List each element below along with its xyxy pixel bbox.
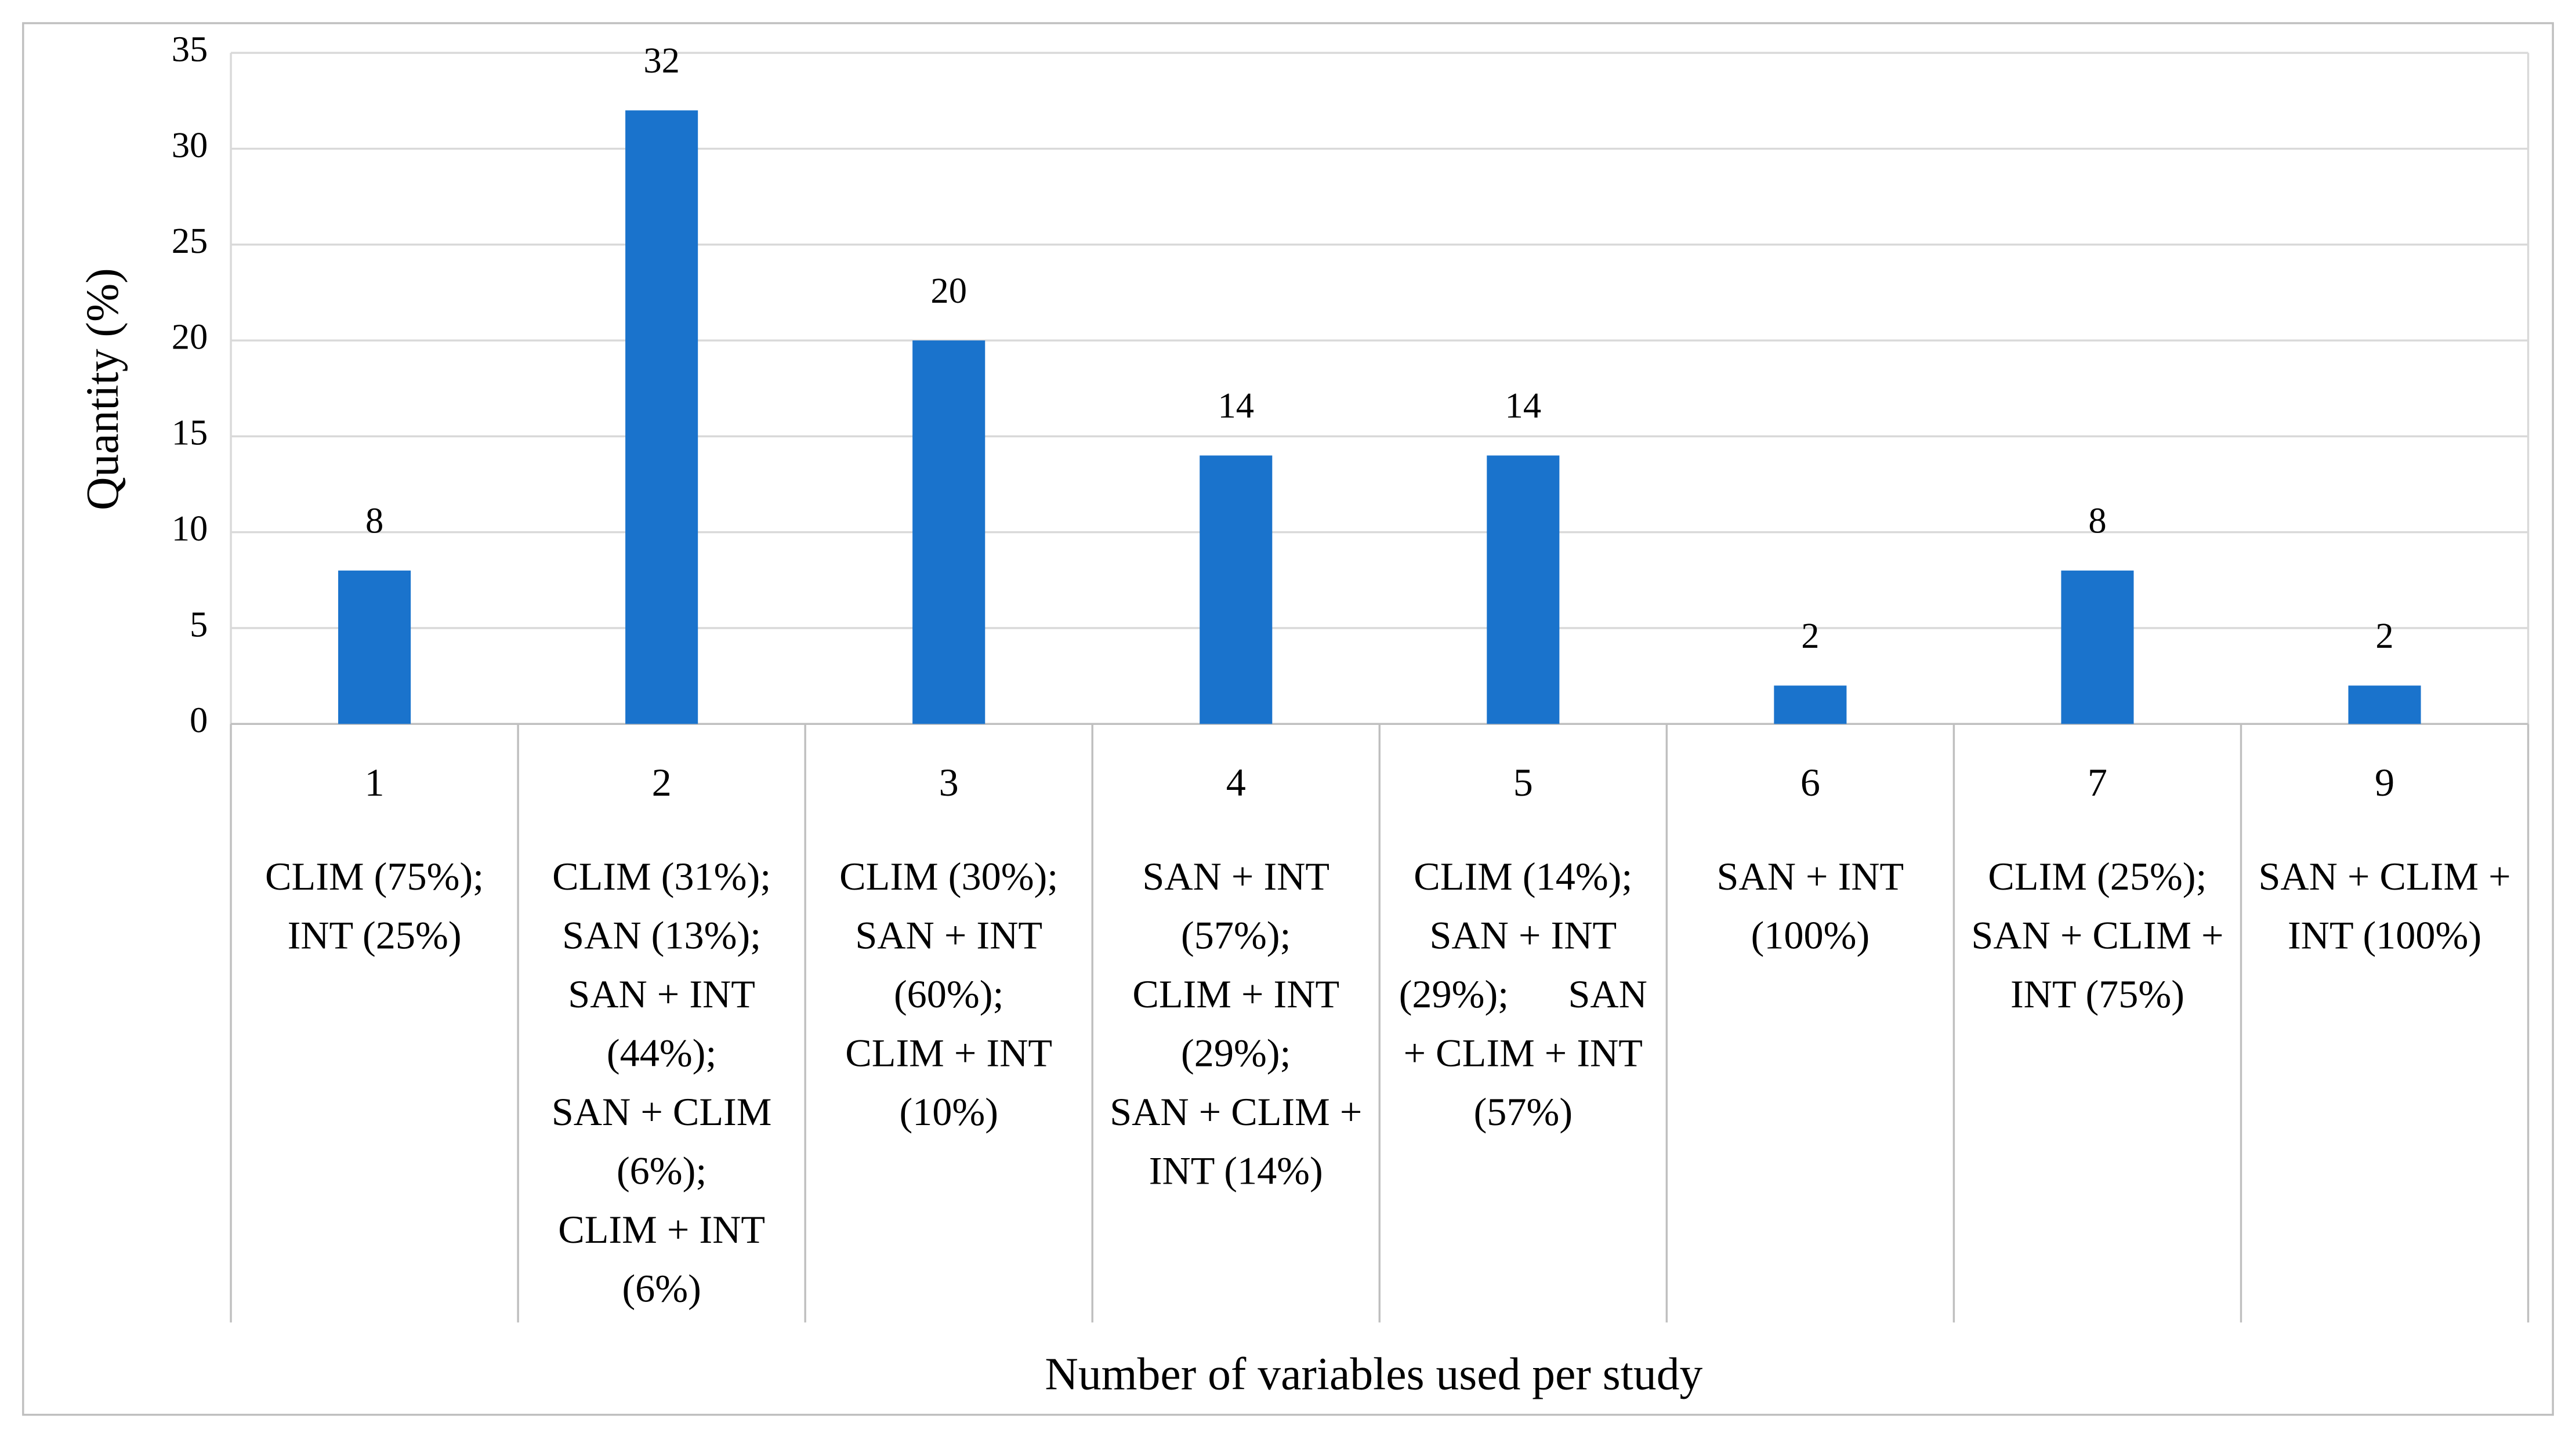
category-detail: CLIM (31%); xyxy=(552,854,771,898)
bar xyxy=(1487,455,1560,724)
bar xyxy=(338,570,411,724)
category-detail: SAN + CLIM + xyxy=(1110,1090,1362,1134)
category-detail: (100%) xyxy=(1751,913,1870,957)
x-tick-label: 4 xyxy=(1226,760,1246,804)
x-tick-label: 5 xyxy=(1513,760,1533,804)
x-axis-label: Number of variables used per study xyxy=(1045,1348,1702,1399)
category-detail: CLIM + INT xyxy=(558,1207,765,1251)
category-detail: CLIM + INT xyxy=(845,1031,1052,1075)
bar xyxy=(1200,455,1273,724)
category-detail: CLIM (14%); xyxy=(1414,854,1632,898)
x-tick-label: 3 xyxy=(939,760,959,804)
x-tick-label: 1 xyxy=(365,760,385,804)
data-label: 14 xyxy=(1505,385,1542,426)
data-label: 14 xyxy=(1218,385,1254,426)
x-tick-label: 6 xyxy=(1800,760,1820,804)
bar xyxy=(2061,570,2134,724)
y-tick-label: 10 xyxy=(172,508,208,549)
bar xyxy=(625,110,698,724)
category-detail: SAN + INT xyxy=(1429,913,1617,957)
category-detail: SAN + CLIM xyxy=(552,1090,772,1134)
data-label: 20 xyxy=(930,270,967,311)
category-detail: (6%); xyxy=(617,1149,707,1193)
data-label: 32 xyxy=(643,40,680,81)
category-detail: SAN + INT xyxy=(1142,854,1329,898)
category-detail: INT (25%) xyxy=(288,913,462,957)
category-detail: (10%) xyxy=(899,1090,998,1134)
category-detail: CLIM (75%); xyxy=(265,854,484,898)
category-detail: CLIM + INT xyxy=(1132,972,1339,1016)
category-detail: SAN + INT xyxy=(568,972,755,1016)
x-tick-label: 9 xyxy=(2375,760,2394,804)
category-detail: (29%); xyxy=(1181,1031,1291,1075)
category-detail: (6%) xyxy=(622,1267,701,1311)
y-tick-label: 15 xyxy=(172,412,208,453)
data-label: 8 xyxy=(365,500,383,541)
bar xyxy=(1774,685,1847,724)
y-tick-label: 20 xyxy=(172,316,208,357)
category-detail: (44%); xyxy=(607,1031,716,1075)
category-detail: SAN + CLIM + xyxy=(1971,913,2223,957)
y-tick-label: 25 xyxy=(172,220,208,261)
y-tick-label: 30 xyxy=(172,125,208,165)
data-label: 8 xyxy=(2088,500,2106,541)
x-tick-label: 7 xyxy=(2088,760,2107,804)
category-detail: SAN (13%); xyxy=(562,913,761,957)
bar xyxy=(2348,685,2421,724)
category-detail: SAN + INT xyxy=(1717,854,1904,898)
category-detail: (57%) xyxy=(1474,1090,1573,1134)
category-detail: (57%); xyxy=(1181,913,1291,957)
y-tick-label: 5 xyxy=(190,604,208,644)
y-tick-label: 0 xyxy=(190,700,208,741)
category-detail: CLIM (30%); xyxy=(839,854,1058,898)
category-detail: SAN + CLIM + xyxy=(2258,854,2510,898)
data-label: 2 xyxy=(2375,615,2393,656)
category-detail: + CLIM + INT xyxy=(1404,1031,1643,1075)
x-tick-label: 2 xyxy=(652,760,672,804)
category-detail: INT (100%) xyxy=(2288,913,2481,957)
y-axis-label: Quantity (%) xyxy=(77,268,128,510)
category-detail: INT (75%) xyxy=(2010,972,2184,1016)
category-detail: CLIM (25%); xyxy=(1988,854,2207,898)
category-detail: (29%); SAN xyxy=(1399,972,1647,1016)
category-detail: SAN + INT xyxy=(855,913,1042,957)
category-detail: INT (14%) xyxy=(1149,1149,1323,1193)
y-tick-label: 35 xyxy=(172,28,208,69)
category-detail: (60%); xyxy=(894,972,1003,1016)
data-label: 2 xyxy=(1801,615,1819,656)
bar xyxy=(912,340,986,724)
